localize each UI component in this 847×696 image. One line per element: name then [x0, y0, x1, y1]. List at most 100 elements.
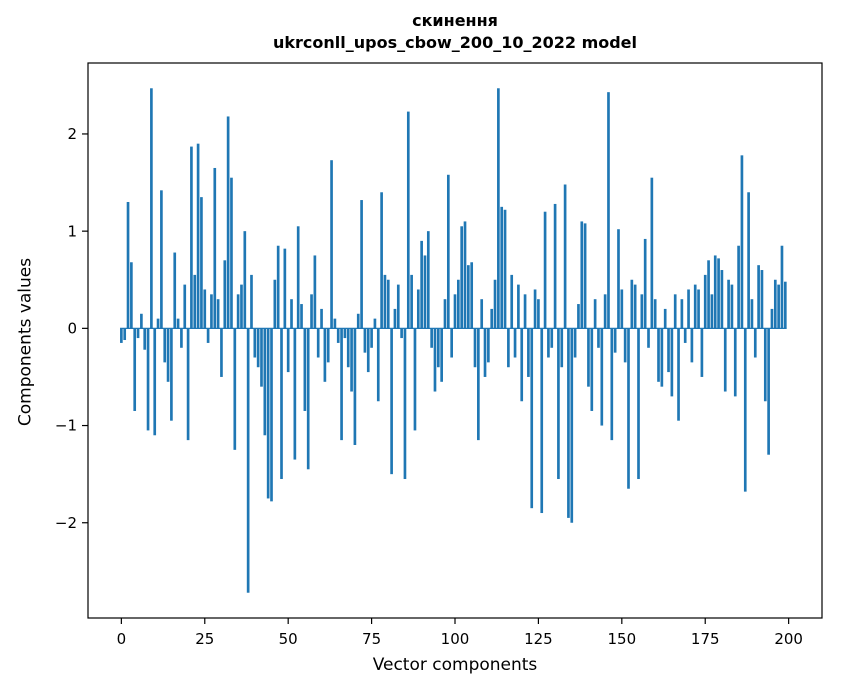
bar: [150, 88, 153, 329]
bar: [683, 328, 687, 343]
bar: [303, 328, 307, 411]
bar: [360, 200, 363, 329]
bar: [663, 308, 667, 329]
bar: [750, 299, 754, 329]
bar: [477, 328, 480, 441]
y-tick-label: 2: [67, 125, 77, 143]
bar: [163, 328, 167, 363]
x-tick-label: 0: [117, 630, 127, 648]
bar: [650, 177, 654, 329]
bar: [553, 203, 557, 329]
bar: [597, 328, 600, 348]
bar: [376, 328, 380, 402]
bar: [540, 328, 544, 514]
bar: [236, 294, 240, 329]
bar: [176, 318, 180, 329]
bar: [126, 201, 130, 329]
bar: [300, 304, 303, 329]
bar: [743, 328, 747, 492]
bar: [753, 328, 757, 358]
bar: [400, 328, 403, 339]
bar: [627, 328, 630, 489]
bar: [160, 190, 163, 329]
bar: [433, 328, 437, 392]
bar: [226, 116, 230, 329]
bar: [413, 328, 417, 431]
bar: [250, 274, 253, 329]
bar: [573, 328, 577, 358]
bar: [710, 294, 714, 329]
bar: [503, 209, 507, 329]
bar: [370, 328, 373, 348]
bar: [243, 231, 247, 329]
bar: [763, 328, 767, 402]
bar: [356, 313, 360, 329]
bar: [647, 328, 650, 348]
bar: [166, 328, 170, 382]
bar: [493, 279, 497, 329]
bar: [156, 318, 160, 329]
bar: [693, 284, 697, 329]
bar: [730, 284, 734, 329]
bar: [426, 231, 430, 329]
bar: [457, 279, 460, 329]
bar: [353, 328, 357, 445]
bar: [657, 328, 660, 382]
bar: [490, 308, 494, 329]
bar: [266, 328, 270, 499]
bar: [513, 328, 517, 358]
bar: [383, 274, 387, 329]
bar: [747, 192, 750, 329]
y-tick-label: −1: [55, 417, 77, 435]
bar: [737, 245, 740, 329]
bar: [130, 262, 133, 329]
bar: [246, 328, 250, 593]
bar: [280, 328, 283, 480]
bar: [170, 328, 173, 421]
bar: [620, 289, 624, 329]
bar: [363, 328, 367, 353]
bar: [183, 284, 187, 329]
bar: [677, 328, 680, 421]
bar: [253, 328, 257, 358]
bar: [560, 328, 564, 368]
bar: [366, 328, 370, 373]
bar: [660, 328, 664, 387]
bar: [336, 328, 340, 343]
bar: [760, 270, 764, 329]
bar: [610, 328, 614, 441]
bar: [213, 167, 217, 329]
bar: [773, 279, 777, 329]
x-tick-label: 50: [279, 630, 298, 648]
bar: [607, 92, 610, 329]
bar: [306, 328, 310, 470]
bar: [416, 289, 420, 329]
bar: [133, 328, 137, 411]
bar: [550, 328, 554, 348]
bar: [230, 177, 233, 329]
bar: [146, 328, 150, 431]
chart-subtitle: ukrconll_upos_cbow_200_10_2022 model: [272, 33, 638, 52]
bar: [633, 284, 637, 329]
bar: [543, 211, 547, 329]
bar: [440, 328, 443, 382]
bar: [470, 262, 474, 329]
bar: [757, 265, 760, 329]
bar: [570, 328, 574, 523]
bar: [313, 255, 317, 329]
bar: [690, 328, 694, 363]
bar: [310, 294, 313, 329]
bar: [330, 160, 333, 329]
bar: [617, 229, 620, 329]
bar: [290, 299, 293, 329]
bar: [593, 299, 597, 329]
bar: [193, 274, 197, 329]
bar: [276, 245, 280, 329]
bar: [777, 284, 780, 329]
bar: [430, 328, 433, 348]
bar: [487, 328, 490, 363]
bar: [720, 270, 724, 329]
bar: [713, 255, 717, 329]
x-tick-label: 25: [195, 630, 214, 648]
bar: [680, 299, 684, 329]
